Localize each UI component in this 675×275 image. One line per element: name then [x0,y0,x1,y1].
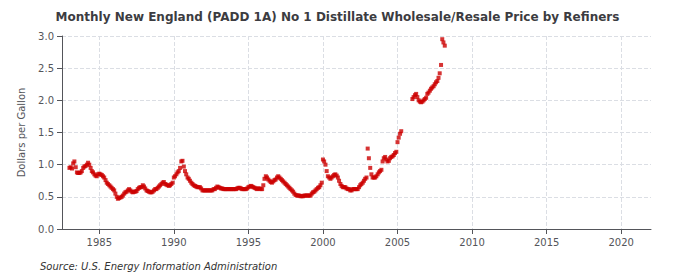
svg-text:1990: 1990 [161,237,186,248]
svg-text:2.5: 2.5 [38,63,54,74]
svg-text:0.5: 0.5 [38,191,54,202]
svg-text:1.0: 1.0 [38,159,54,170]
svg-text:Dollars per Gallon: Dollars per Gallon [16,88,27,178]
svg-text:2015: 2015 [534,237,559,248]
svg-text:1995: 1995 [236,237,261,248]
svg-text:2020: 2020 [608,237,633,248]
svg-text:2.0: 2.0 [38,95,54,106]
svg-text:0.0: 0.0 [38,224,54,235]
svg-text:2010: 2010 [459,237,484,248]
svg-text:2005: 2005 [385,237,410,248]
svg-text:1985: 1985 [87,237,112,248]
svg-text:2000: 2000 [310,237,335,248]
svg-text:Monthly New England (PADD 1A): Monthly New England (PADD 1A) No 1 Disti… [56,10,620,24]
svg-text:1.5: 1.5 [38,127,54,138]
svg-text:Source: U.S. Energy Informatio: Source: U.S. Energy Information Administ… [40,261,277,272]
svg-text:3.0: 3.0 [38,31,54,42]
